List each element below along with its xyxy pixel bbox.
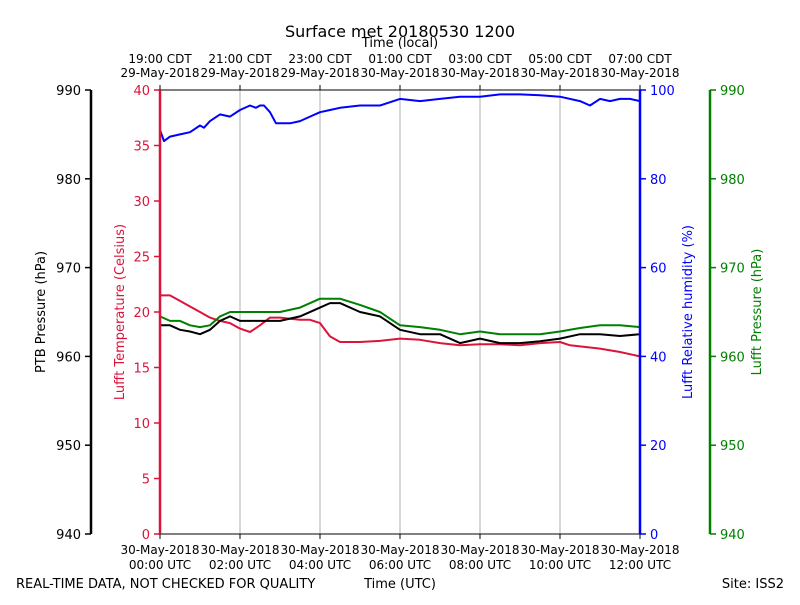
lufft-temperature-tick-label: 30 bbox=[133, 195, 150, 210]
bottom-tick-time-5: 10:00 UTC bbox=[529, 558, 591, 572]
ptb-pressure-tick-label: 980 bbox=[56, 173, 81, 188]
bottom-tick-time-0: 00:00 UTC bbox=[129, 558, 191, 572]
lufft-pressure-tick-label: 960 bbox=[720, 350, 745, 365]
top-tick-time-6: 07:00 CDT bbox=[608, 52, 672, 66]
bottom-tick-time-4: 08:00 UTC bbox=[449, 558, 511, 572]
top-axis-label: Time (local) bbox=[361, 36, 438, 51]
top-tick-date-5: 30-May-2018 bbox=[520, 66, 599, 80]
chart-title: Surface met 20180530 1200 bbox=[285, 22, 515, 41]
top-tick-time-3: 01:00 CDT bbox=[368, 52, 432, 66]
ptb-pressure-tick-label: 950 bbox=[56, 439, 81, 454]
ptb-pressure-axis-label: PTB Pressure (hPa) bbox=[34, 251, 49, 373]
lufft-humidity-tick-label: 80 bbox=[650, 173, 667, 188]
lufft-temperature-tick-label: 10 bbox=[133, 417, 150, 432]
top-tick-date-1: 29-May-2018 bbox=[200, 66, 279, 80]
site-label: Site: ISS2 bbox=[722, 577, 784, 592]
quality-warning: REAL-TIME DATA, NOT CHECKED FOR QUALITY bbox=[16, 577, 315, 592]
axes-layer: 940 950 960 970 980 990 PTB Pressure (hPa) 0 5 10… bbox=[34, 52, 765, 572]
top-tick-time-1: 21:00 CDT bbox=[208, 52, 272, 66]
lufft-pressure-tick-label: 940 bbox=[720, 528, 745, 543]
bottom-tick-date-4: 30-May-2018 bbox=[440, 543, 519, 557]
lufft-temperature-axis-label: Lufft Temperature (Celsius) bbox=[113, 224, 128, 400]
top-tick-date-6: 30-May-2018 bbox=[600, 66, 679, 80]
series-line-lufft-temperature bbox=[160, 294, 641, 358]
bottom-tick-date-6: 30-May-2018 bbox=[600, 543, 679, 557]
lufft-temperature-tick-label: 35 bbox=[133, 140, 150, 155]
top-tick-date-4: 30-May-2018 bbox=[440, 66, 519, 80]
lufft-temperature-tick-label: 25 bbox=[133, 251, 150, 266]
bottom-tick-date-0: 30-May-2018 bbox=[120, 543, 199, 557]
text-layer: Surface met 20180530 1200 Time (local) T… bbox=[16, 22, 784, 592]
lufft-humidity-axis-label: Lufft Relative humidity (%) bbox=[681, 225, 696, 399]
lufft-temperature-tick-label: 20 bbox=[133, 306, 150, 321]
series-line-lufft-pressure bbox=[159, 297, 641, 336]
bottom-tick-date-5: 30-May-2018 bbox=[520, 543, 599, 557]
lufft-temperature-tick-label: 0 bbox=[142, 528, 150, 543]
bottom-axis-label: Time (UTC) bbox=[363, 577, 436, 592]
bottom-tick-date-2: 30-May-2018 bbox=[280, 543, 359, 557]
top-tick-date-2: 29-May-2018 bbox=[280, 66, 359, 80]
top-tick-time-2: 23:00 CDT bbox=[288, 52, 352, 66]
lufft-temperature-tick-label: 15 bbox=[133, 362, 150, 377]
lufft-temperature-tick-label: 5 bbox=[142, 473, 150, 488]
lufft-humidity-tick-label: 100 bbox=[650, 84, 675, 99]
lufft-temperature-tick-label: 40 bbox=[133, 84, 150, 99]
lufft-pressure-tick-label: 950 bbox=[720, 439, 745, 454]
lufft-pressure-tick-label: 980 bbox=[720, 173, 745, 188]
ptb-pressure-tick-label: 960 bbox=[56, 350, 81, 365]
bottom-tick-date-3: 30-May-2018 bbox=[360, 543, 439, 557]
ptb-pressure-tick-label: 970 bbox=[56, 262, 81, 277]
lufft-humidity-tick-label: 60 bbox=[650, 262, 667, 277]
bottom-tick-time-3: 06:00 UTC bbox=[369, 558, 431, 572]
series-layer bbox=[159, 93, 641, 358]
bottom-tick-time-6: 12:00 UTC bbox=[609, 558, 671, 572]
top-tick-date-3: 30-May-2018 bbox=[360, 66, 439, 80]
ptb-pressure-tick-label: 990 bbox=[56, 84, 81, 99]
bottom-tick-date-1: 30-May-2018 bbox=[200, 543, 279, 557]
lufft-humidity-tick-label: 0 bbox=[650, 528, 658, 543]
series-line-lufft-relative-humidity bbox=[159, 93, 641, 143]
lufft-pressure-axis-label: Lufft Pressure (hPa) bbox=[750, 249, 765, 376]
top-tick-date-0: 29-May-2018 bbox=[120, 66, 199, 80]
lufft-pressure-tick-label: 970 bbox=[720, 262, 745, 277]
ptb-pressure-tick-label: 940 bbox=[56, 528, 81, 543]
series-line-ptb-pressure bbox=[160, 302, 641, 345]
lufft-pressure-tick-label: 990 bbox=[720, 84, 745, 99]
top-tick-time-4: 03:00 CDT bbox=[448, 52, 512, 66]
top-tick-time-0: 19:00 CDT bbox=[128, 52, 192, 66]
grid-layer bbox=[239, 90, 561, 534]
lufft-humidity-tick-label: 20 bbox=[650, 439, 667, 454]
top-tick-time-5: 05:00 CDT bbox=[528, 52, 592, 66]
bottom-tick-time-1: 02:00 UTC bbox=[209, 558, 271, 572]
lufft-humidity-tick-label: 40 bbox=[650, 350, 667, 365]
bottom-tick-time-2: 04:00 UTC bbox=[289, 558, 351, 572]
